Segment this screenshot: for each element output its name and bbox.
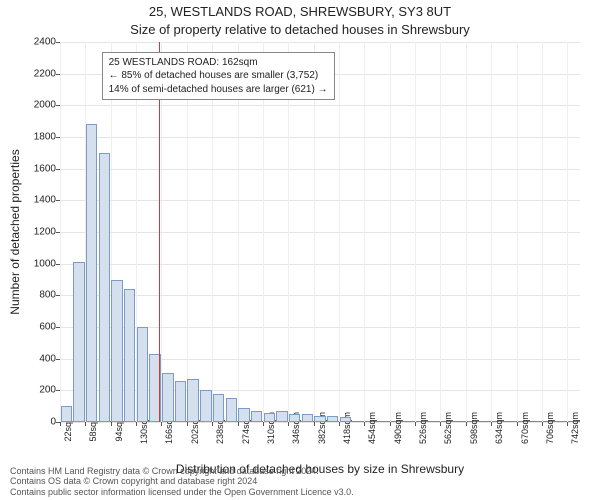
histogram-bar (226, 398, 237, 422)
histogram-bar (289, 414, 300, 422)
xtick-mark (364, 422, 365, 426)
xtick-mark (238, 422, 239, 426)
ytick-label: 1200 (22, 227, 56, 238)
ytick-label: 1600 (22, 163, 56, 174)
xtick-mark (60, 422, 61, 426)
histogram-bar (302, 414, 313, 422)
histogram-bar (124, 289, 135, 422)
grid-col (339, 42, 340, 422)
xtick-label: 634sqm (494, 412, 504, 444)
histogram-bar (137, 327, 148, 422)
xtick-mark (542, 422, 543, 426)
title-secondary: Size of property relative to detached ho… (0, 22, 600, 37)
xtick-label: 742sqm (570, 412, 580, 444)
xtick-label: 490sqm (393, 412, 403, 444)
ytick-label: 2400 (22, 37, 56, 48)
annotation-line: 14% of semi-detached houses are larger (… (109, 83, 328, 97)
histogram-bar (162, 373, 173, 422)
xtick-mark (212, 422, 213, 426)
xtick-mark (111, 422, 112, 426)
histogram-bar (61, 406, 72, 422)
xtick-label: 706sqm (545, 412, 555, 444)
footer-line-3: Contains public sector information licen… (10, 487, 590, 498)
histogram-plot: 0200400600800100012001400160018002000220… (60, 42, 580, 422)
xtick-mark (314, 422, 315, 426)
xtick-label: 562sqm (443, 412, 453, 444)
grid-col (517, 42, 518, 422)
grid-col (60, 42, 61, 422)
grid-row (60, 42, 580, 43)
xtick-mark (288, 422, 289, 426)
grid-row (60, 232, 580, 233)
xtick-mark (136, 422, 137, 426)
xtick-label: 670sqm (520, 412, 530, 444)
histogram-bar (340, 417, 351, 422)
y-axis-label: Number of detached properties (8, 42, 22, 422)
grid-col (440, 42, 441, 422)
xtick-mark (339, 422, 340, 426)
ytick-label: 0 (22, 417, 56, 428)
grid-row (60, 169, 580, 170)
xtick-label: 598sqm (469, 412, 479, 444)
histogram-bar (73, 262, 84, 422)
histogram-bar (175, 381, 186, 422)
footer-line-1: Contains HM Land Registry data © Crown c… (10, 466, 590, 477)
histogram-bar (187, 379, 198, 422)
xtick-mark (567, 422, 568, 426)
grid-col (466, 42, 467, 422)
xtick-mark (415, 422, 416, 426)
xtick-mark (390, 422, 391, 426)
ytick-label: 2200 (22, 68, 56, 79)
xtick-mark (491, 422, 492, 426)
grid-row (60, 295, 580, 296)
xtick-label: 526sqm (418, 412, 428, 444)
grid-col (542, 42, 543, 422)
histogram-bar (213, 394, 224, 423)
xtick-mark (440, 422, 441, 426)
xtick-mark (85, 422, 86, 426)
histogram-bar (314, 416, 325, 422)
ytick-label: 2000 (22, 100, 56, 111)
grid-row (60, 200, 580, 201)
ytick-label: 800 (22, 290, 56, 301)
grid-col (415, 42, 416, 422)
histogram-bar (99, 153, 110, 422)
annotation-line: 25 WESTLANDS ROAD: 162sqm (109, 56, 328, 70)
histogram-bar (86, 124, 97, 422)
xtick-mark (466, 422, 467, 426)
grid-col (364, 42, 365, 422)
grid-col (567, 42, 568, 422)
ytick-label: 1000 (22, 258, 56, 269)
histogram-bar (251, 411, 262, 422)
attribution-footer: Contains HM Land Registry data © Crown c… (10, 466, 590, 498)
ytick-label: 400 (22, 353, 56, 364)
grid-row (60, 105, 580, 106)
title-primary: 25, WESTLANDS ROAD, SHREWSBURY, SY3 8UT (0, 4, 600, 19)
histogram-bar (200, 390, 211, 422)
ytick-label: 1800 (22, 132, 56, 143)
histogram-bar (111, 280, 122, 423)
histogram-bar (264, 413, 275, 423)
xtick-label: 454sqm (367, 412, 377, 444)
ytick-label: 200 (22, 385, 56, 396)
grid-col (390, 42, 391, 422)
xtick-mark (517, 422, 518, 426)
grid-row (60, 137, 580, 138)
histogram-bar (238, 408, 249, 422)
ytick-label: 600 (22, 322, 56, 333)
xtick-mark (263, 422, 264, 426)
annotation-line: ← 85% of detached houses are smaller (3,… (109, 69, 328, 83)
annotation-box: 25 WESTLANDS ROAD: 162sqm← 85% of detach… (102, 52, 335, 101)
xtick-mark (161, 422, 162, 426)
ytick-label: 1400 (22, 195, 56, 206)
grid-col (491, 42, 492, 422)
grid-row (60, 264, 580, 265)
footer-line-2: Contains OS data © Crown copyright and d… (10, 476, 590, 487)
histogram-bar (276, 411, 287, 422)
histogram-bar (327, 416, 338, 422)
xtick-mark (187, 422, 188, 426)
